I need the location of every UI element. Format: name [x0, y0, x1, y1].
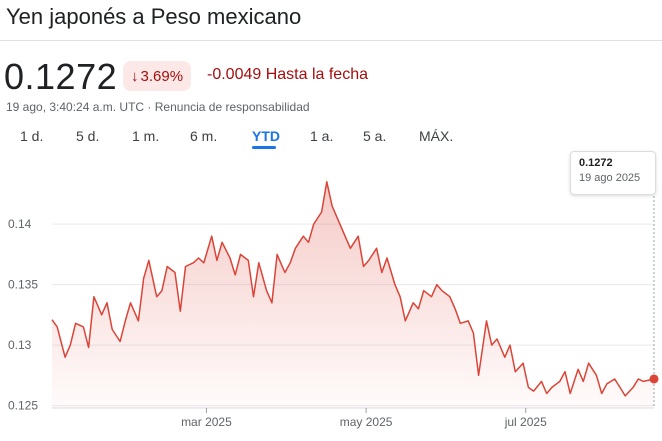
price-area [52, 181, 654, 408]
timestamp: 19 ago, 3:40:24 a.m. UTC [6, 100, 145, 114]
disclaimer-link[interactable]: Renuncia de responsabilidad [154, 100, 310, 114]
x-tick-label: may 2025 [340, 415, 393, 429]
change-percent-badge: ↓ 3.69% [123, 61, 192, 91]
tab-6m[interactable]: 6 m. [190, 128, 218, 144]
tab-1y[interactable]: 1 a. [310, 128, 334, 144]
tooltip-date: 19 ago 2025 [579, 172, 641, 184]
tab-5y[interactable]: 5 a. [363, 128, 387, 144]
change-percent-value: 3.69% [140, 67, 184, 85]
tab-ytd[interactable]: YTD [252, 128, 280, 144]
quote-subline: 19 ago, 3:40:24 a.m. UTC · Renuncia de r… [6, 100, 310, 114]
tab-1m[interactable]: 1 m. [132, 128, 160, 144]
range-tabs: 1 d. 5 d. 1 m. 6 m. YTD 1 a. 5 a. MÁX. [0, 128, 662, 152]
x-tick-label: jul 2025 [504, 415, 547, 429]
header-divider [0, 40, 662, 41]
price-chart[interactable]: 0.125 0.13 0.135 0.14 mar 2025 may 2025 jul 2… [0, 150, 662, 441]
page-title: Yen japonés a Peso mexicano [6, 4, 302, 29]
current-price: 0.1272 [4, 56, 118, 97]
price-line [51, 181, 655, 397]
chart-tooltip: 0.1272 19 ago 2025 [570, 151, 656, 195]
y-tick-label: 0.125 [8, 399, 38, 413]
change-absolute: -0.0049 Hasta la fecha [207, 66, 368, 83]
arrow-down-icon: ↓ [131, 67, 139, 85]
y-tick-label: 0.14 [8, 217, 32, 231]
tooltip-value: 0.1272 [579, 157, 613, 169]
active-tab-indicator [252, 146, 276, 149]
x-tick-label: mar 2025 [181, 415, 232, 429]
separator: · [147, 100, 152, 114]
y-tick-label: 0.135 [8, 278, 38, 292]
tab-max[interactable]: MÁX. [419, 128, 454, 144]
tab-1d[interactable]: 1 d. [20, 128, 44, 144]
y-tick-label: 0.13 [8, 338, 32, 352]
tab-5d[interactable]: 5 d. [76, 128, 100, 144]
current-point [649, 374, 659, 384]
